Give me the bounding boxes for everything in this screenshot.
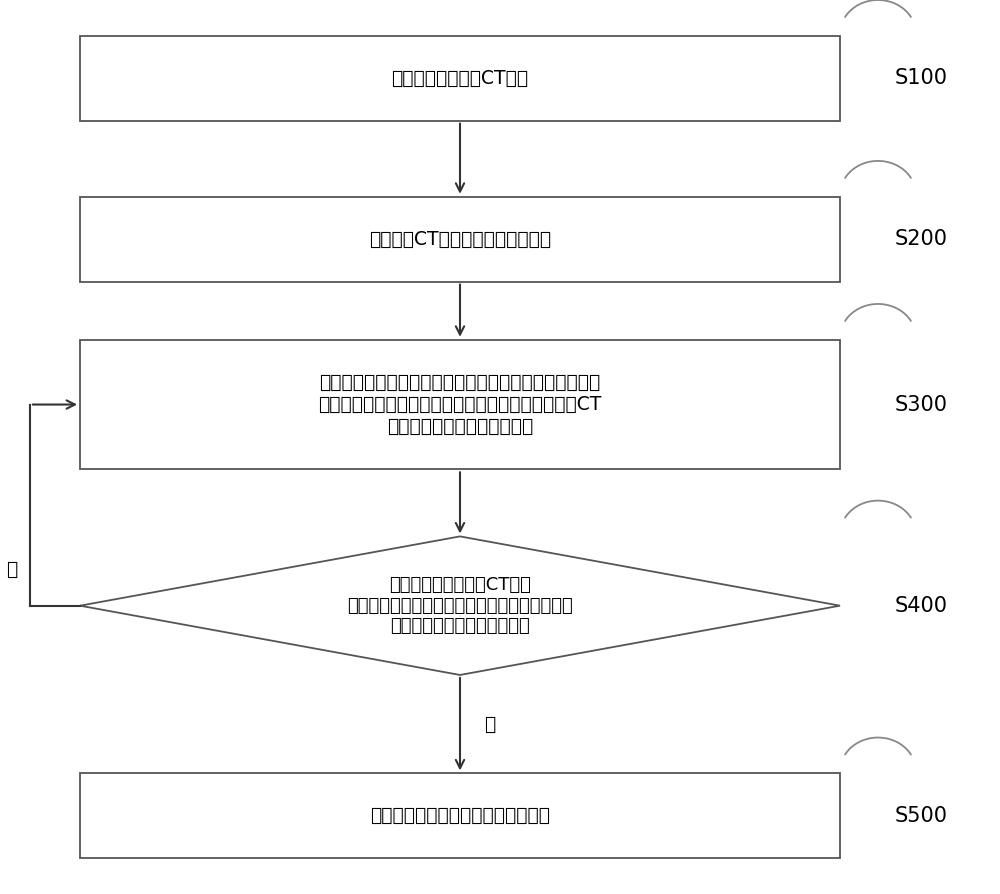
Text: 随机读取一组腹部CT图像: 随机读取一组腹部CT图像 [391, 69, 529, 88]
Polygon shape [80, 536, 840, 675]
Bar [80, 197, 840, 282]
Text: 是: 是 [6, 561, 18, 579]
Text: S400: S400 [895, 595, 948, 616]
Text: S500: S500 [895, 805, 948, 826]
Bar [80, 773, 840, 858]
Bar [80, 36, 840, 121]
Text: S100: S100 [895, 68, 948, 89]
Text: S300: S300 [895, 394, 948, 415]
Bar [80, 340, 840, 469]
Text: S200: S200 [895, 229, 948, 249]
Text: 将读取的CT图像备份作为对比图像: 将读取的CT图像备份作为对比图像 [369, 230, 551, 249]
Text: 选取两个种子点，使用区域生长中的孤立连接，一个种子
点作为前景种子点，一个种子点作为背景种子点，对CT
图像进行传统的区域生长分割: 选取两个种子点，使用区域生长中的孤立连接，一个种子 点作为前景种子点，一个种子点… [318, 373, 602, 436]
Text: 否: 否 [484, 714, 496, 734]
Text: 将区域生长分割后的CT图像
与备份图像进行对比，遍历两幅图像的所有体素
，判断是否存在分割遗漏区域: 将区域生长分割后的CT图像 与备份图像进行对比，遍历两幅图像的所有体素 ，判断是… [347, 576, 573, 636]
Text: 结束区域生长分割，并输出分割图像: 结束区域生长分割，并输出分割图像 [370, 806, 550, 825]
